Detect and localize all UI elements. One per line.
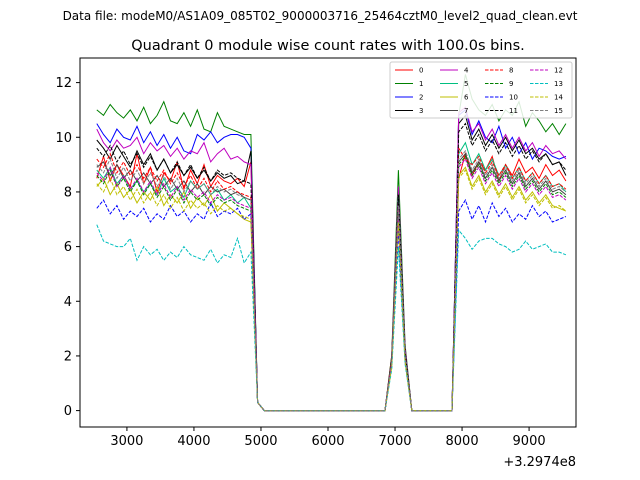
y-tick-label-2: 2 (64, 349, 72, 364)
y-tick-label-6: 6 (64, 240, 72, 255)
legend-label-5: 5 (464, 80, 468, 88)
x-tick-label-7000: 7000 (378, 434, 411, 449)
chart-suptitle: Data file: modeM0/AS1A09_085T02_90000037… (63, 9, 578, 23)
legend-label-4: 4 (464, 67, 469, 75)
y-tick-label-8: 8 (64, 185, 72, 200)
x-tick-label-9000: 9000 (513, 434, 546, 449)
legend-label-1: 1 (419, 80, 423, 88)
y-tick-label-10: 10 (55, 131, 72, 146)
series-line-13 (96, 224, 567, 412)
x-tick-label-4000: 4000 (177, 434, 210, 449)
series-layer (96, 74, 567, 412)
legend-label-7: 7 (464, 107, 468, 115)
plot-area (79, 57, 577, 428)
chart-title: Quadrant 0 module wise count rates with … (131, 38, 525, 54)
x-tick-label-3000: 3000 (110, 434, 143, 449)
legend-label-9: 9 (509, 80, 513, 88)
legend-box (389, 61, 573, 119)
x-tick-label-8000: 8000 (446, 434, 479, 449)
legend-label-11: 11 (509, 107, 518, 115)
y-tick-label-12: 12 (55, 76, 72, 91)
legend-label-15: 15 (554, 107, 563, 115)
legend-label-0: 0 (419, 67, 423, 75)
legend-label-13: 13 (554, 80, 563, 88)
legend-label-2: 2 (419, 94, 423, 102)
y-axis: 0 2 4 6 8 10 12 (55, 76, 80, 419)
y-tick-label-0: 0 (64, 404, 72, 419)
x-offset-label: +3.2974e8 (503, 455, 576, 470)
series-line-15 (96, 149, 567, 412)
legend-label-12: 12 (554, 67, 563, 75)
x-tick-label-5000: 5000 (244, 434, 277, 449)
legend-label-10: 10 (509, 94, 518, 102)
legend-label-3: 3 (419, 107, 423, 115)
x-tick-label-6000: 6000 (311, 434, 344, 449)
legend-label-8: 8 (509, 67, 513, 75)
legend-label-14: 14 (554, 94, 563, 102)
y-tick-label-4: 4 (64, 295, 72, 310)
series-line-8 (96, 146, 567, 412)
legend-label-6: 6 (464, 94, 469, 102)
x-axis: 3000 4000 5000 6000 7000 8000 9000 (110, 427, 546, 449)
